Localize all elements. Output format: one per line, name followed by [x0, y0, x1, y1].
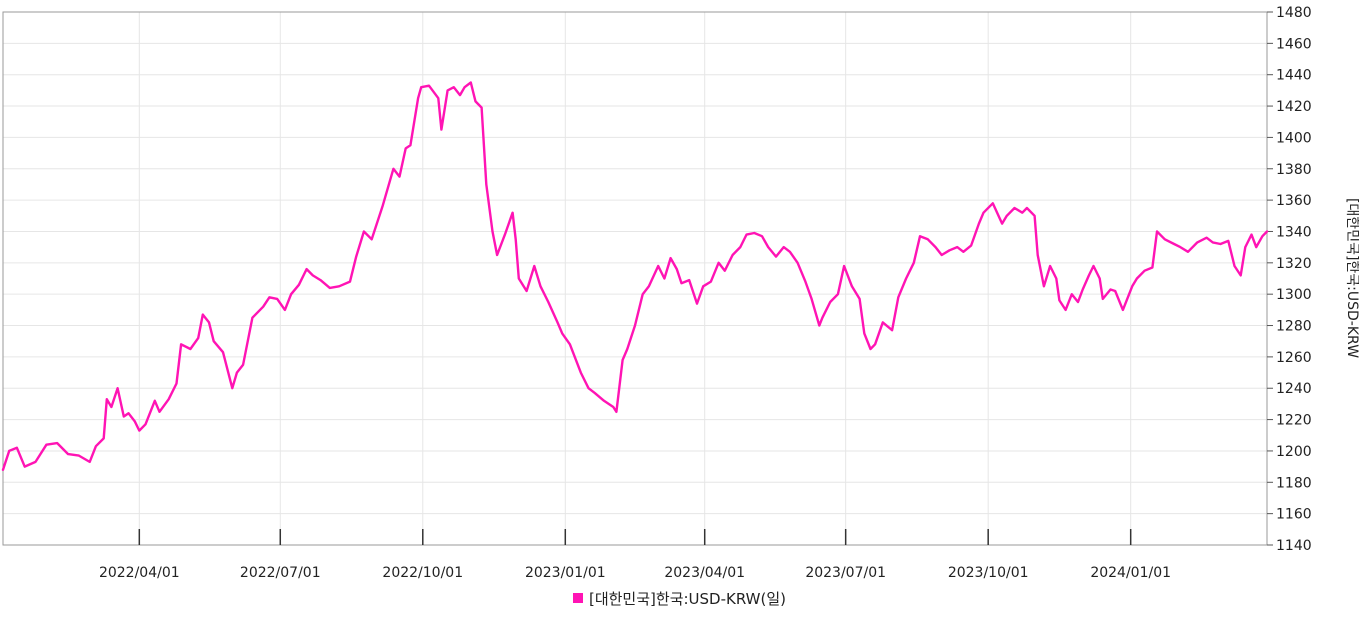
y-tick-label: 1140 [1276, 538, 1312, 554]
y-tick-label: 1480 [1276, 5, 1312, 21]
horizontal-gridlines [3, 11, 1267, 546]
y-tick-label: 1240 [1276, 381, 1312, 397]
y-axis-title: [대한민국]한국:USD-KRW [1344, 198, 1359, 358]
y-tick-label: 1200 [1276, 444, 1312, 460]
y-axis-ticks: 1140 1160 1180 1200 1220 1240 1260 1280 1300 1320… [1267, 5, 1312, 554]
x-tick-label: 2024/01/01 [1090, 565, 1171, 581]
y-tick-label: 1340 [1276, 224, 1312, 240]
x-tick-label: 2022/04/01 [99, 565, 180, 581]
x-tick-label: 2023/04/01 [664, 565, 745, 581]
y-tick-label: 1440 [1276, 68, 1312, 84]
y-tick-label: 1260 [1276, 350, 1312, 366]
plot-area-border [2, 11, 1268, 546]
y-tick-label: 1460 [1276, 36, 1312, 52]
legend: [대한민국]한국:USD-KRW(일) [0, 588, 1359, 609]
y-tick-label: 1400 [1276, 130, 1312, 146]
x-tick-label: 2023/07/01 [805, 565, 886, 581]
y-tick-label: 1160 [1276, 507, 1312, 523]
series-line [1, 81, 1269, 471]
x-tick-label: 2022/10/01 [382, 565, 463, 581]
y-tick-label: 1220 [1276, 413, 1312, 429]
y-tick-label: 1380 [1276, 162, 1312, 178]
y-tick-label: 1320 [1276, 256, 1312, 272]
y-tick-label: 1280 [1276, 319, 1312, 335]
y-tick-label: 1420 [1276, 99, 1312, 115]
series-layer [1, 81, 1269, 471]
x-tick-label: 2023/01/01 [525, 565, 606, 581]
legend-swatch [572, 593, 583, 603]
y-tick-label: 1300 [1276, 287, 1312, 303]
x-axis-ticks: 2022/04/01 2022/07/01 2022/10/01 2023/01/01… [99, 529, 1171, 581]
vertical-gridlines [138, 12, 1132, 545]
legend-label: [대한민국]한국:USD-KRW(일) [588, 590, 786, 608]
x-tick-label: 2022/07/01 [240, 565, 321, 581]
x-tick-label: 2023/10/01 [948, 565, 1029, 581]
y-tick-label: 1180 [1276, 475, 1312, 491]
y-tick-label: 1360 [1276, 193, 1312, 209]
